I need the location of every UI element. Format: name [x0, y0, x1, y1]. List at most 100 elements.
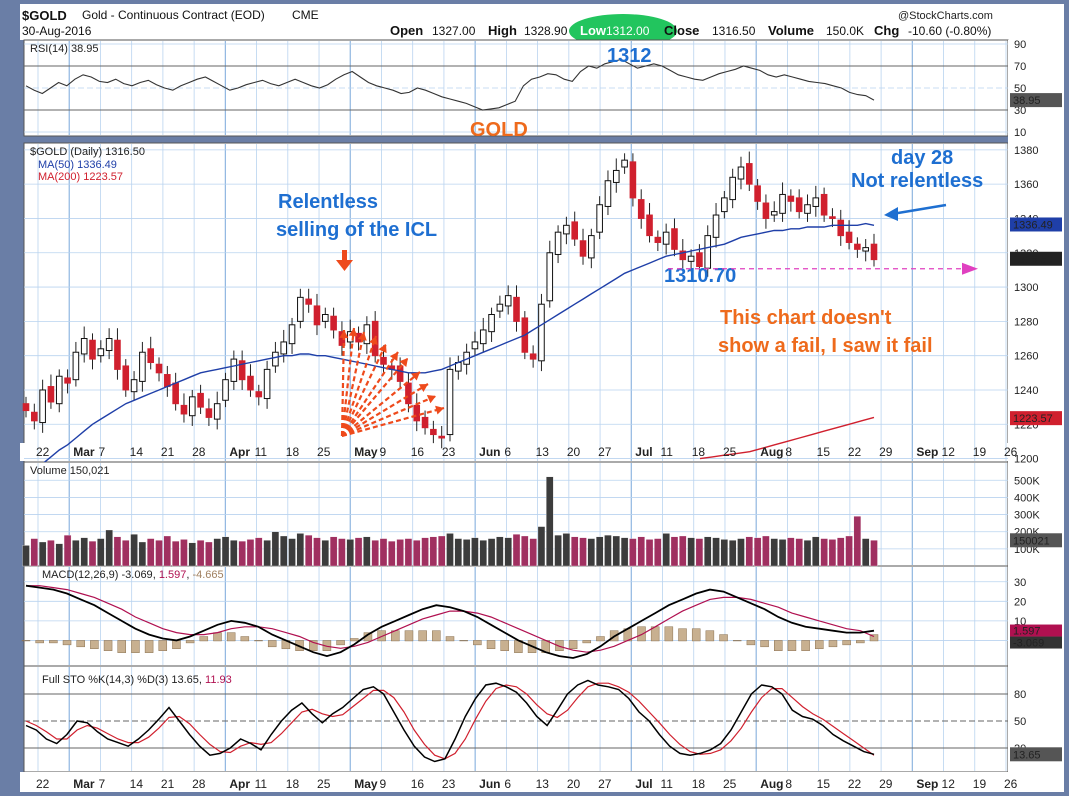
ma50-value-tag-bg — [1010, 217, 1062, 232]
date-tick-label: 29 — [879, 445, 893, 459]
volume-bar — [695, 538, 704, 567]
macd-histogram-bar — [678, 628, 687, 642]
date-tick-label: Jun — [479, 777, 500, 791]
date-tick-label: 22 — [36, 777, 50, 791]
macd-histogram-bar — [445, 636, 455, 642]
date-tick-label: 12 — [942, 777, 956, 791]
macd-histogram-bar — [828, 640, 838, 648]
price-tick-label: 1260 — [1014, 351, 1038, 363]
volume-series — [22, 476, 878, 567]
volume-bar — [72, 540, 80, 567]
date-tick-label: 8 — [785, 777, 792, 791]
candle-body — [779, 193, 786, 214]
candle-body — [712, 214, 720, 238]
date-tick-label: 12 — [942, 445, 956, 459]
candle-body — [64, 377, 71, 384]
candle-body — [39, 389, 46, 424]
day28-arrow-shaft — [891, 203, 947, 216]
top-arrow-icon — [336, 260, 353, 271]
candle-body — [654, 236, 662, 243]
volume-bar — [163, 535, 171, 567]
volume-bar — [138, 541, 147, 567]
date-tick-label: 11 — [255, 445, 268, 459]
date-tick-label: 11 — [255, 777, 268, 791]
date-tick-label: 22 — [36, 445, 50, 459]
volume-bar — [88, 540, 97, 567]
candle-body — [380, 356, 387, 365]
volume-bar — [737, 538, 745, 567]
candle-body — [812, 197, 820, 207]
volume-bar — [595, 536, 604, 567]
volume-bar — [462, 539, 471, 567]
volume-bar — [812, 536, 820, 567]
stochastic-series — [25, 679, 875, 763]
volume-bar — [770, 538, 778, 567]
date-tick-label: Mar — [73, 445, 95, 459]
candle-body — [754, 185, 761, 202]
rsi-tick-label: 50 — [1014, 83, 1026, 95]
macd-signal-line — [26, 585, 875, 653]
ma200-legend: MA(200) 1223.57 — [38, 171, 123, 183]
date-tick-label: 13 — [536, 777, 550, 791]
macd-signal-tag-bg — [1010, 624, 1062, 637]
volume-bar — [296, 533, 305, 567]
macd-histogram-bar — [377, 630, 386, 642]
ma200-value-tag-bg — [1010, 411, 1062, 426]
low-value: 1312.00 — [606, 24, 650, 38]
candle-body — [737, 166, 745, 180]
candle-body — [563, 224, 570, 235]
macd-histogram-bar — [842, 640, 851, 646]
volume-bar — [429, 536, 438, 567]
volume-bar — [363, 536, 371, 567]
volume-bar — [654, 538, 662, 567]
candle-body — [588, 235, 595, 259]
candle-body — [122, 365, 130, 391]
candle-body — [288, 324, 296, 345]
right-axis-band — [1008, 40, 1064, 772]
rsi-value-tag-bg — [1010, 93, 1062, 108]
volume-bar — [113, 536, 122, 567]
volume-bar — [471, 537, 479, 567]
macd-histogram-bar — [254, 640, 263, 642]
macd-histogram-bar — [732, 640, 742, 642]
support-arrow-icon — [962, 262, 978, 275]
fan-arrow-line — [340, 329, 346, 437]
date-tick-label: 25 — [317, 445, 331, 459]
rsi-tick-label: 90 — [1014, 39, 1026, 51]
sto-value-tag: 13.65 — [1013, 749, 1041, 761]
candle-body — [637, 199, 645, 219]
volume-bar — [604, 534, 612, 567]
candle-body — [205, 408, 213, 418]
vol-tick-label: 500K — [1014, 475, 1040, 487]
date-tick-label: Mar — [73, 777, 95, 791]
macd-histogram-bar — [172, 640, 181, 650]
volume-bar — [130, 534, 138, 567]
chg-value: -10.60 (-0.80%) — [908, 24, 991, 38]
volume-bar — [670, 536, 679, 567]
date-tick-label: 23 — [442, 777, 456, 791]
volume-bar — [745, 536, 753, 567]
date-tick-label: 25 — [723, 777, 737, 791]
date-tick-label: Jul — [635, 777, 652, 791]
date-tick-label: 28 — [192, 445, 206, 459]
volume-legend: Volume 150,021 — [30, 465, 110, 477]
volume-bar — [720, 539, 729, 567]
macd-value: -3.069 — [121, 569, 152, 581]
volume-bar — [263, 540, 271, 567]
candle-body — [762, 202, 770, 219]
volume-bar — [413, 540, 421, 567]
candle-body — [114, 339, 121, 370]
date-tick-label: 19 — [973, 445, 987, 459]
price-tick-label: 1240 — [1014, 385, 1038, 397]
volume-bar — [512, 534, 521, 567]
candle-body — [671, 228, 678, 250]
relentless-line2: selling of the ICL — [276, 219, 437, 241]
fail-line1: This chart doesn't — [720, 307, 892, 329]
candle-body — [504, 295, 512, 307]
volume-bar — [271, 531, 280, 567]
macd-histogram-bar — [404, 630, 414, 642]
date-tick-label: 27 — [598, 445, 612, 459]
macd-histogram-bar — [49, 640, 58, 644]
close-label: Close — [664, 23, 699, 38]
